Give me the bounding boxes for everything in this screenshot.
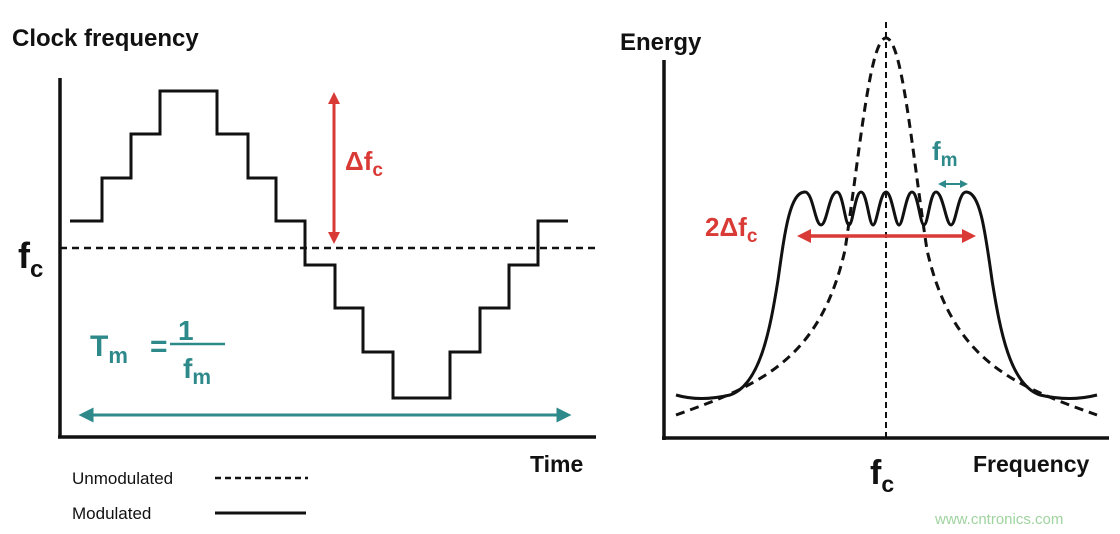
time-domain-chart: Clock frequency Time fc Δfc Tm = 1 fm bbox=[12, 25, 597, 477]
svg-text:fm: fm bbox=[183, 353, 211, 389]
watermark: www.cntronics.com bbox=[934, 511, 1063, 528]
legend: Unmodulated Modulated bbox=[72, 469, 308, 523]
legend-label-unmodulated: Unmodulated bbox=[72, 469, 173, 488]
x-axis-label-frequency: Frequency bbox=[973, 451, 1090, 477]
x-axis-label-time: Time bbox=[530, 451, 583, 477]
modulated-staircase-frequency bbox=[70, 89, 568, 400]
frequency-domain-chart: Energy Frequency 2Δfc fm fc bbox=[620, 22, 1109, 497]
fc-axis-label: fc bbox=[18, 235, 43, 283]
y-axis-label-clock-frequency: Clock frequency bbox=[12, 25, 199, 52]
modulated-spectrum-curve bbox=[675, 190, 1098, 400]
fm-label: fm bbox=[932, 136, 958, 171]
unmodulated-spectrum-curve bbox=[675, 36, 1098, 417]
y-axis-label-energy: Energy bbox=[620, 29, 702, 56]
svg-text:=: = bbox=[150, 330, 168, 363]
svg-text:Tm: Tm bbox=[90, 330, 128, 368]
spread-bandwidth-label: 2Δfc bbox=[705, 212, 758, 247]
fc-axis-label: fc bbox=[870, 454, 894, 497]
svg-text:1: 1 bbox=[178, 315, 194, 346]
legend-label-modulated: Modulated bbox=[72, 504, 151, 523]
delta-fc-label: Δfc bbox=[345, 146, 383, 181]
period-formula: Tm = 1 fm bbox=[90, 315, 225, 389]
